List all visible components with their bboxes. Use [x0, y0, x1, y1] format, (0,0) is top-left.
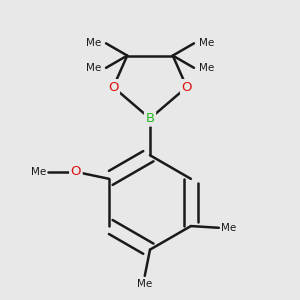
Text: Me: Me — [137, 279, 152, 290]
Text: Me: Me — [199, 38, 214, 48]
Text: O: O — [70, 165, 81, 178]
Text: Me: Me — [199, 63, 214, 73]
Text: Me: Me — [85, 63, 101, 73]
Text: O: O — [108, 81, 119, 94]
Text: Me: Me — [31, 167, 46, 177]
Text: O: O — [182, 81, 192, 94]
Text: Me: Me — [85, 38, 101, 48]
Text: Me: Me — [220, 223, 236, 233]
Text: B: B — [146, 112, 154, 125]
